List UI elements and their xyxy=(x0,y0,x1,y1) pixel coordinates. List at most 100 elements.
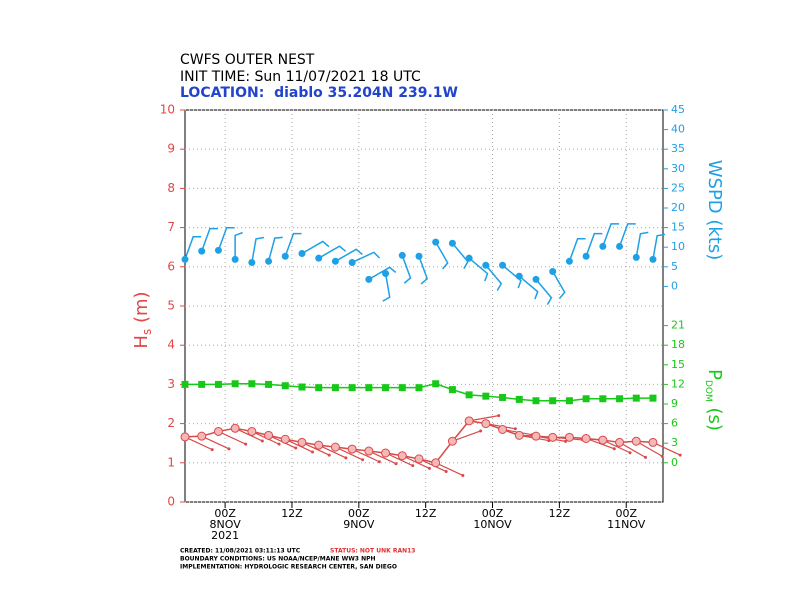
wind-barb xyxy=(217,227,235,251)
x-tick-label-line: 12Z xyxy=(415,507,437,520)
x-tick-label-line: 11NOV xyxy=(607,518,646,531)
x-tick-label: 00Z 8NOV 2021 xyxy=(210,507,242,542)
pdom-point xyxy=(365,384,373,392)
hs-point xyxy=(581,433,591,443)
wave-direction-head xyxy=(260,439,264,443)
wind-barb xyxy=(618,223,636,247)
wave-direction-head xyxy=(244,442,248,446)
pdom-point xyxy=(248,380,256,388)
hs-point xyxy=(514,430,524,440)
x-tick-label-line: 00Z xyxy=(214,507,236,520)
wave-direction xyxy=(385,452,414,467)
wspd-point xyxy=(632,253,640,261)
wspd-point xyxy=(499,261,507,269)
y-tick-label: 4 xyxy=(167,338,175,352)
hs-point xyxy=(447,436,457,446)
wspd-point xyxy=(365,275,373,283)
wind-barb xyxy=(602,223,620,247)
wspd-point xyxy=(198,247,206,255)
wind-barb xyxy=(368,266,397,280)
wind-barb xyxy=(552,271,566,299)
footer-implementation: IMPLEMENTATION: HYDROLOGIC RESEARCH CENT… xyxy=(180,564,397,571)
wind-barb xyxy=(382,273,391,302)
y2-tick-label: 30 xyxy=(671,162,685,175)
wind-barb xyxy=(351,251,381,264)
wspd-point xyxy=(248,258,256,266)
x-tick-label-line: 10NOV xyxy=(473,518,512,531)
wave-direction xyxy=(602,439,631,454)
hs-point xyxy=(330,442,340,452)
wspd-point xyxy=(382,269,390,277)
x-tick-label-line: 12Z xyxy=(549,507,571,520)
y2-tick-label: 35 xyxy=(671,142,685,155)
hs-point xyxy=(648,437,658,447)
wave-direction-head xyxy=(444,470,448,474)
y-tick-label: 7 xyxy=(167,220,175,234)
y2-tick-label: 0 xyxy=(671,279,678,292)
wind-barb xyxy=(485,264,503,291)
y2-tick-label: 5 xyxy=(671,260,678,273)
wave-direction-head xyxy=(427,466,431,470)
footer-created: CREATED: 11/08/2021 03:11:13 UTC xyxy=(180,548,301,555)
wind-barb xyxy=(635,231,649,258)
y-tick-label: 6 xyxy=(167,259,175,273)
wind-barb xyxy=(451,242,469,269)
pdom-point xyxy=(265,380,273,388)
wind-barb xyxy=(267,236,283,262)
hs-point xyxy=(230,423,240,433)
wspd-point xyxy=(265,257,273,265)
pdom-point xyxy=(499,393,507,401)
pdom-point xyxy=(532,397,540,405)
pdom-point xyxy=(632,394,640,402)
wave-direction-head xyxy=(361,458,365,462)
label-part: P xyxy=(704,369,725,380)
wind-barb xyxy=(585,232,603,257)
x-tick-label: 00Z 11NOV xyxy=(607,507,646,531)
wave-direction xyxy=(335,446,363,461)
y3-axis-label: PDOM (s) xyxy=(704,369,726,431)
hs-point xyxy=(264,430,274,440)
wind-barb xyxy=(335,248,363,262)
hs-point xyxy=(180,432,190,442)
x-tick-label: 12Z xyxy=(415,507,437,520)
hs-point xyxy=(631,436,641,446)
pdom-point xyxy=(582,395,590,403)
wspd-point xyxy=(549,268,557,276)
pdom-point xyxy=(315,384,323,392)
wind-barb xyxy=(234,231,243,260)
wspd-point xyxy=(432,238,440,246)
y2-tick-label: 45 xyxy=(671,103,685,116)
hs-point xyxy=(431,458,441,468)
y-tick-label: 9 xyxy=(167,142,175,156)
hs-point xyxy=(314,440,324,450)
y-tick-label: 5 xyxy=(167,299,175,313)
label-part: (m) xyxy=(131,291,152,328)
chart-subtitle: INIT TIME: Sun 11/07/2021 18 UTC xyxy=(180,69,421,85)
hs-point xyxy=(381,448,391,458)
wind-barb xyxy=(201,227,218,252)
wspd-point xyxy=(532,275,540,283)
wave-direction-head xyxy=(210,448,214,452)
hs-point xyxy=(564,432,574,442)
wspd-point xyxy=(482,261,490,269)
wind-barb xyxy=(568,238,586,262)
wspd-point xyxy=(231,255,239,263)
hs-point xyxy=(498,424,508,434)
label-part: DOM xyxy=(704,380,714,402)
y3-tick-label: 12 xyxy=(671,377,685,390)
wspd-point xyxy=(465,254,473,262)
wspd-point xyxy=(214,246,222,254)
wspd-point xyxy=(315,254,323,262)
pdom-point xyxy=(465,391,473,399)
wave-direction-head xyxy=(310,450,314,454)
hs-point xyxy=(397,451,407,461)
footer-boundary: BOUNDARY CONDITIONS: US NOAA/NCEP/MANE W… xyxy=(180,556,376,563)
wspd-point xyxy=(298,249,306,257)
hs-point xyxy=(481,419,491,429)
x-tick-label: 12Z xyxy=(281,507,303,520)
x-tick-label-line: 2021 xyxy=(211,529,239,542)
pdom-point xyxy=(331,384,339,392)
wind-barb xyxy=(535,278,553,306)
pdom-point xyxy=(482,392,490,400)
